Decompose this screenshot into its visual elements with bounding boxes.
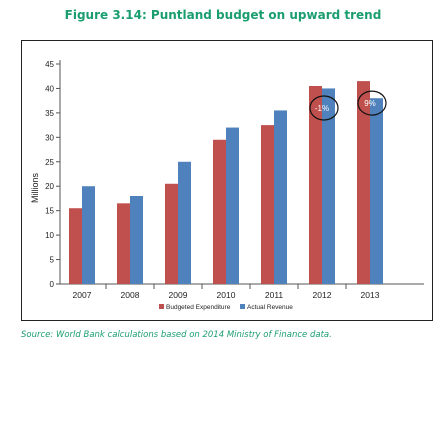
y-tick-label: 40 [45,84,54,93]
y-tick-label: 10 [45,231,54,240]
annotation-label: -1% [315,104,329,113]
x-tick-label: 2007 [73,290,92,300]
y-tick-label: 0 [50,280,55,289]
axis-layer: 0 5 10 15 20 25 30 35 40 45 2007 2008 2009 2010 2011 20… [45,60,424,300]
bar-actual-revenue [370,98,383,284]
y-tick-label: 35 [45,109,54,118]
legend-label: Actual Revenue [247,304,293,311]
legend-label: Budgeted Expenditure [166,304,231,311]
bar-budgeted-expenditure [69,208,82,284]
legend: Budgeted Expenditure Actual Revenue [159,304,293,311]
bar-actual-revenue [178,161,191,284]
y-tick-label: 30 [45,133,54,142]
bar-budgeted-expenditure [165,183,178,284]
x-tick-label: 2008 [121,290,140,300]
bar-actual-revenue [274,110,287,284]
y-tick-label: 45 [45,60,54,69]
bar-budgeted-expenditure [117,203,130,284]
y-tick-label: 15 [45,207,54,216]
annotation-circle [309,95,339,121]
bar-budgeted-expenditure [309,86,322,284]
bar-budgeted-expenditure [357,81,370,284]
chart-frame [21,40,433,321]
bar-budgeted-expenditure [213,139,226,284]
y-axis-label: Millions [30,173,40,204]
legend-swatch [159,304,164,309]
y-tick-label: 5 [50,256,55,265]
y-tick-label: 20 [45,182,54,191]
x-tick-label: 2010 [217,290,236,300]
x-tick-label: 2012 [313,290,332,300]
bar-actual-revenue [322,88,335,284]
bar-budgeted-expenditure [261,125,274,284]
bar-actual-revenue [82,186,95,284]
annotation-layer: -1% 9% [309,90,387,121]
x-tick-label: 2013 [361,290,380,300]
annotation-label: 9% [364,99,376,108]
legend-swatch [240,304,245,309]
annotation-circle [357,90,387,116]
x-tick-label: 2009 [169,290,188,300]
bar-layer [69,81,383,284]
bar-actual-revenue [130,196,143,284]
y-tick-label: 25 [45,158,54,167]
bar-actual-revenue [226,127,239,284]
figure-title: Figure 3.14: Puntland budget on upward t… [64,8,382,22]
x-tick-label: 2011 [265,290,284,300]
source-note: Source: World Bank calculations based on… [21,330,332,340]
